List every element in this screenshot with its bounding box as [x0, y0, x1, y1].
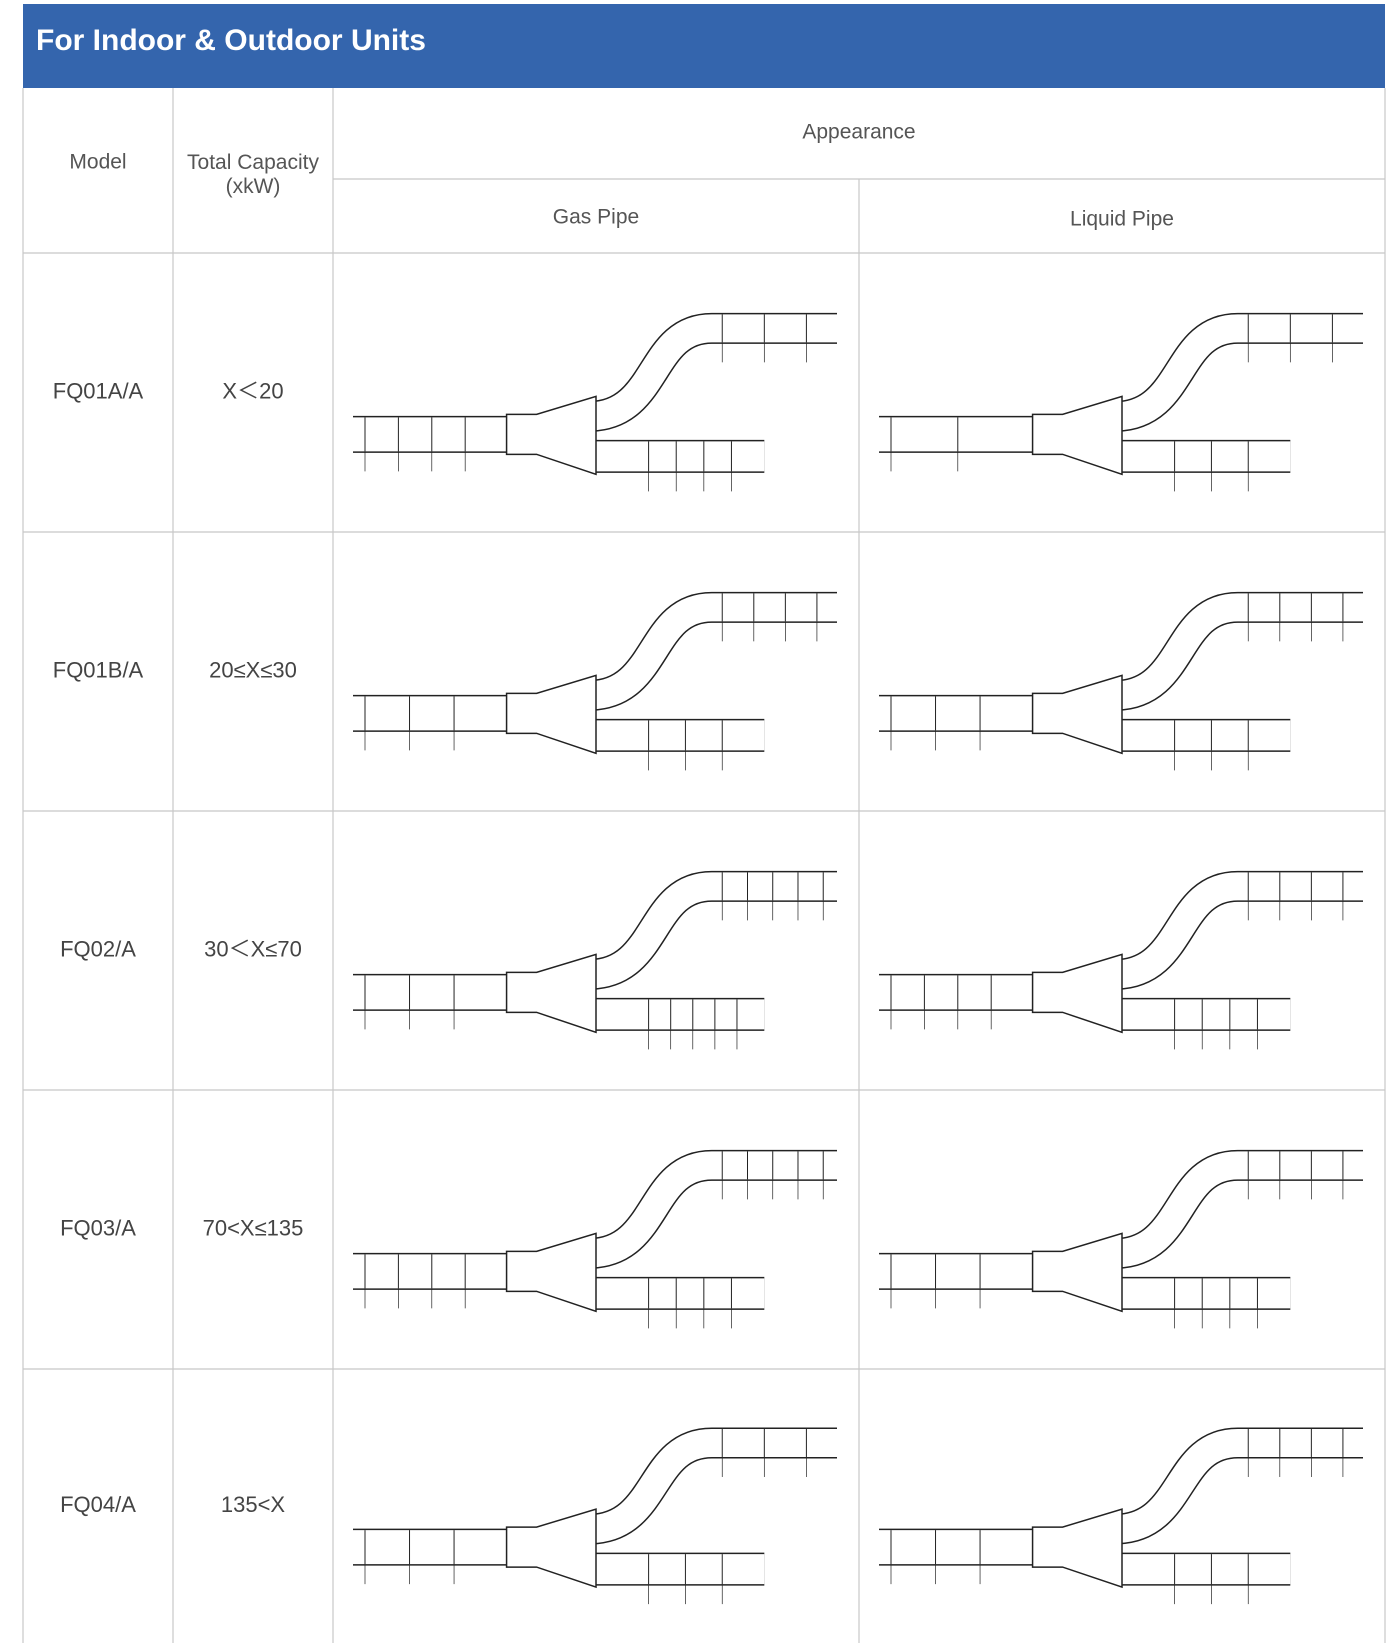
header-gas: Gas Pipe [553, 206, 639, 229]
model: FQ01B/A [53, 657, 144, 682]
model: FQ02/A [60, 936, 136, 961]
header-model: Model [69, 151, 126, 174]
pipe [1115, 593, 1363, 710]
capacity: 135<X [221, 1492, 286, 1517]
reducer [505, 1232, 597, 1313]
header-capacity-line: (xkW) [226, 175, 281, 198]
header-capacity: Total Capacity (xkW) [187, 151, 319, 198]
model: FQ04/A [60, 1492, 136, 1517]
pipe [589, 872, 837, 989]
pipe [1115, 1428, 1363, 1544]
reducer [1031, 1508, 1123, 1589]
reducer [1031, 1232, 1123, 1313]
reducer [505, 953, 597, 1034]
reducer [505, 395, 597, 476]
model: FQ03/A [60, 1215, 136, 1240]
capacity: 70<X≤135 [203, 1215, 304, 1240]
pipe [589, 593, 837, 710]
header-liquid: Liquid Pipe [1070, 208, 1174, 231]
reducer [505, 674, 597, 755]
reducer [1031, 674, 1123, 755]
reducer [1031, 395, 1123, 476]
capacity: 20≤X≤30 [209, 657, 297, 682]
title-bar [23, 4, 1385, 88]
title: For Indoor & Outdoor Units [36, 24, 426, 57]
pipe [589, 1428, 837, 1544]
pipe [1115, 872, 1363, 989]
reducer [1031, 953, 1123, 1034]
pipe [1115, 314, 1363, 431]
header-capacity-line: Total Capacity [187, 151, 319, 174]
model: FQ01A/A [53, 378, 144, 403]
pipe [589, 1151, 837, 1268]
capacity: X＜20 [222, 378, 283, 403]
pipe [589, 314, 837, 431]
pipe [1115, 1151, 1363, 1268]
header-appearance: Appearance [802, 121, 915, 144]
reducer [505, 1508, 597, 1589]
capacity: 30＜X≤70 [204, 936, 302, 961]
